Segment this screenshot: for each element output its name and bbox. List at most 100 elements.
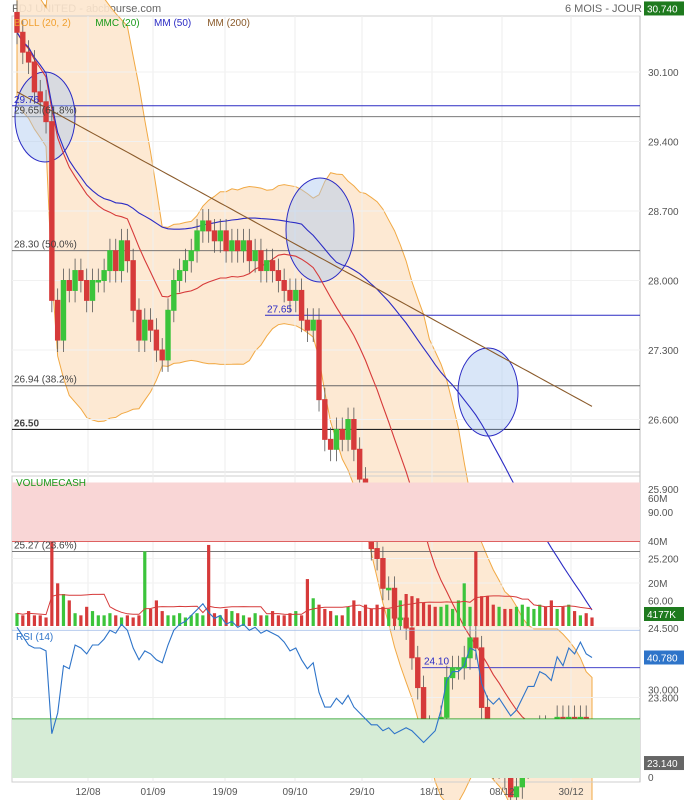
candle-body — [176, 270, 183, 282]
price-tick-label: 26.600 — [648, 416, 679, 427]
candle-body — [351, 419, 357, 450]
candle-body — [83, 280, 90, 301]
volume-bar — [491, 604, 495, 626]
volume-bar — [108, 613, 112, 626]
candle-body — [130, 260, 136, 311]
rsi-zero-label: 0 — [648, 773, 654, 784]
period-label: 6 MOIS - JOUR — [564, 3, 642, 15]
volume-bar — [323, 608, 327, 626]
fib-level-label: 29.65 (61.8%) — [14, 106, 77, 117]
fib-level-label: 27.65 — [267, 304, 292, 315]
price-badge-value: 30.740 — [647, 4, 678, 15]
volume-bar — [509, 608, 513, 626]
fib-level-label: 24.10 — [424, 657, 449, 668]
volume-bar — [207, 544, 211, 626]
candle-body — [89, 280, 96, 301]
volume-bar — [154, 600, 158, 626]
volume-bar — [67, 600, 71, 626]
volume-bar — [445, 604, 449, 626]
candle-body — [281, 280, 287, 291]
date-tick-label: 19/09 — [212, 787, 237, 798]
candle-body — [78, 270, 84, 282]
volume-bar — [456, 600, 461, 626]
volume-bar — [73, 613, 77, 626]
candle-body — [380, 558, 386, 589]
volume-bar — [79, 615, 83, 626]
mmc-20-line — [16, 32, 593, 748]
candle-body — [136, 309, 142, 341]
candle-body — [37, 91, 43, 103]
volume-bar — [358, 611, 362, 626]
candle-body — [374, 548, 380, 559]
fib-level-label: 26.50 — [14, 418, 39, 429]
volume-bar — [451, 608, 455, 626]
candle-body — [211, 230, 218, 242]
candle-body — [20, 31, 26, 53]
candle-body — [31, 61, 38, 93]
volume-bar — [549, 600, 553, 626]
candle-body — [252, 250, 258, 262]
candle-body — [264, 260, 270, 272]
price-tick-label: 29.400 — [648, 138, 679, 149]
fib-level-label: 26.94 (38.2%) — [14, 375, 77, 386]
volume-bar — [578, 615, 582, 626]
price-tick-label: 28.700 — [648, 207, 679, 218]
volume-bar — [427, 604, 431, 626]
volume-bar — [85, 606, 89, 626]
volume-badge — [644, 607, 684, 621]
volume-bar — [561, 606, 565, 626]
rsi-tick-label: 30.000 — [648, 685, 679, 696]
fib-level-label: 29.76 — [14, 95, 39, 106]
candle-body — [107, 250, 113, 272]
volume-panel-title: VOLUMECASH — [16, 478, 86, 489]
volume-bar — [503, 608, 507, 626]
candle-body — [95, 280, 102, 283]
volume-bar — [363, 604, 368, 626]
fib-level-label: 25.27 (23.6%) — [14, 541, 77, 552]
rsi-overbought-zone — [12, 482, 640, 542]
price-tick-label: 25.200 — [648, 555, 679, 566]
price-tick-label: 27.300 — [648, 346, 679, 357]
candle-body — [200, 220, 206, 232]
volume-bar — [230, 611, 234, 626]
volume-bar — [44, 617, 48, 626]
rsi-tick-label: 60.00 — [648, 597, 673, 608]
date-tick-label: 18/11 — [420, 787, 445, 798]
volume-bar — [416, 598, 420, 626]
volume-bar — [375, 604, 379, 626]
candle-body — [188, 250, 194, 262]
candle-body — [194, 230, 200, 252]
candle-body — [171, 280, 177, 311]
legend-entry: MM (200) — [207, 18, 250, 29]
legend-entry: BOLL (20, 2) — [14, 18, 71, 29]
candle-body — [298, 289, 305, 321]
price-tick-label: 30.100 — [648, 68, 679, 79]
volume-bar — [137, 615, 141, 626]
volume-bar — [90, 611, 95, 626]
volume-bar — [32, 615, 37, 626]
volume-bar — [497, 606, 501, 626]
candle-body — [449, 667, 456, 679]
candle-body — [293, 289, 299, 301]
volume-bar — [334, 615, 339, 626]
volume-bar — [305, 579, 310, 626]
volume-bar — [247, 617, 251, 626]
rsi-line — [16, 602, 593, 744]
volume-bar — [369, 608, 373, 626]
volume-bar — [270, 611, 275, 626]
volume-bar — [61, 594, 66, 626]
candle-body — [205, 220, 212, 232]
volume-bar — [352, 600, 356, 626]
price-badge — [644, 756, 684, 771]
rsi-badge — [644, 650, 684, 665]
legend-entry: MM (50) — [154, 18, 191, 29]
volume-bar — [381, 606, 385, 626]
volume-bar — [526, 606, 530, 626]
candle-body — [473, 637, 479, 649]
volume-bar — [392, 604, 397, 626]
rsi-oversold-zone — [12, 718, 640, 778]
highlight-circle — [285, 177, 355, 283]
volume-tick-label: 20M — [648, 579, 667, 590]
price-tick-label: 28.000 — [648, 277, 679, 288]
